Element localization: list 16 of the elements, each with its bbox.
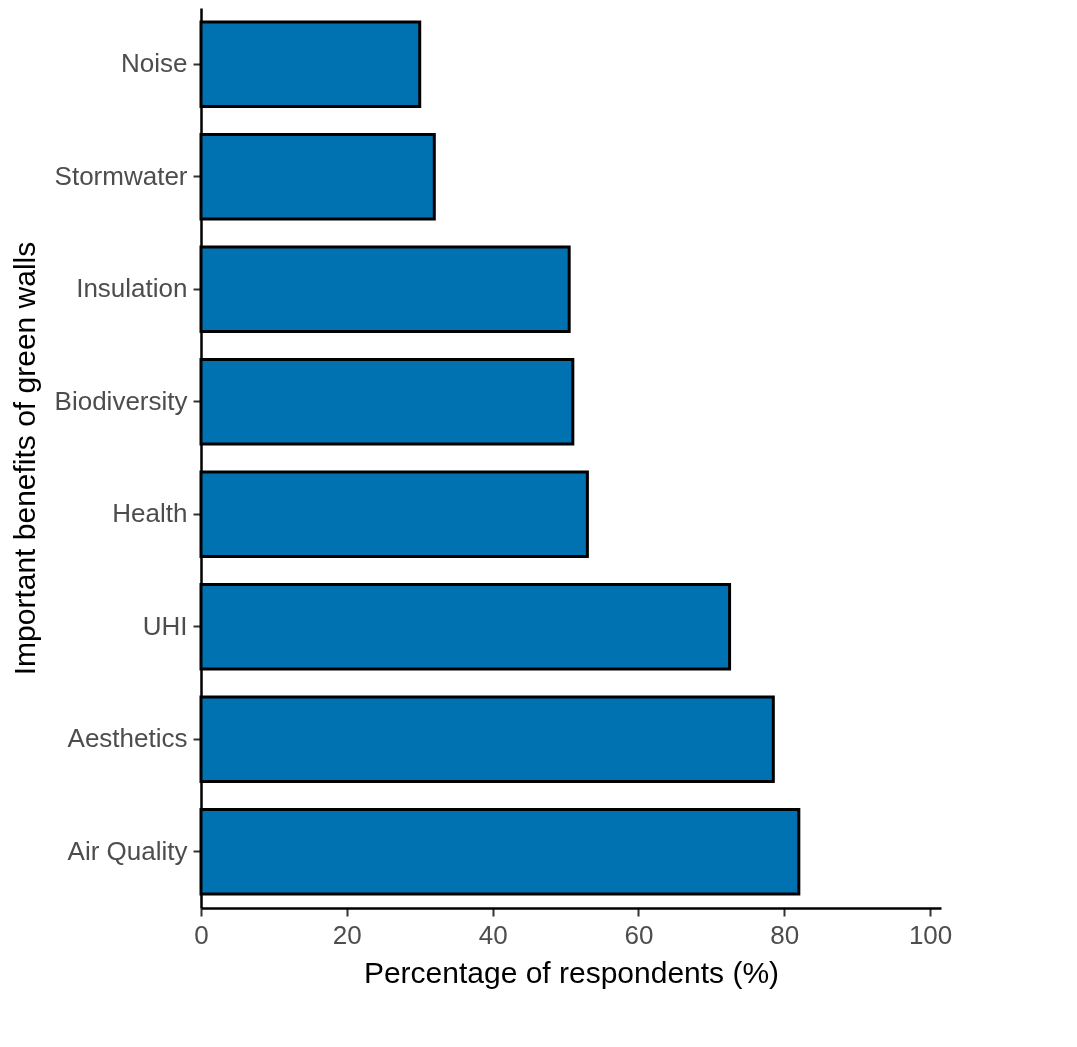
x-tick-label: 100 bbox=[908, 919, 953, 950]
y-tick-label: Stormwater bbox=[54, 160, 188, 191]
x-tick-label: 40 bbox=[478, 919, 508, 950]
x-tick-label: 60 bbox=[624, 919, 654, 950]
x-axis-title: Percentage of respondents (%) bbox=[363, 955, 780, 989]
y-tick-label: Air Quality bbox=[67, 835, 188, 866]
x-tick-label: 80 bbox=[770, 919, 800, 950]
y-axis-title: Important benefits of green walls bbox=[7, 241, 41, 676]
x-tick-label: 0 bbox=[194, 919, 209, 950]
y-tick-label: Biodiversity bbox=[54, 385, 188, 416]
y-tick-label: UHI bbox=[142, 610, 188, 641]
y-tick-label: Aesthetics bbox=[67, 723, 188, 754]
x-tick-label: 20 bbox=[332, 919, 362, 950]
y-tick-label: Health bbox=[112, 498, 188, 529]
y-tick-label: Insulation bbox=[76, 273, 188, 304]
y-tick-label: Noise bbox=[121, 48, 188, 79]
